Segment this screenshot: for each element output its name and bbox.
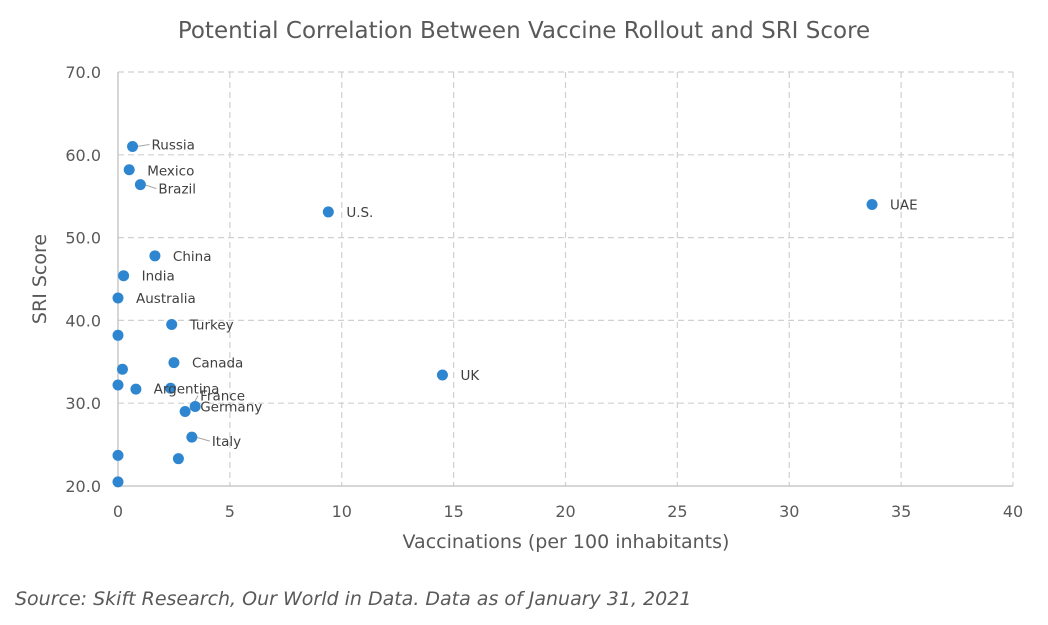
x-tick-label: 30 xyxy=(779,502,799,521)
point-label-u-s-: U.S. xyxy=(346,205,373,221)
data-point xyxy=(322,206,334,218)
x-tick-label: 0 xyxy=(113,502,123,521)
point-label-india: India xyxy=(142,269,175,285)
point-label-canada: Canada xyxy=(192,356,243,372)
data-point xyxy=(112,476,124,488)
data-point xyxy=(186,431,198,443)
point-label-uk: UK xyxy=(460,368,480,384)
chart-title: Potential Correlation Between Vaccine Ro… xyxy=(178,18,870,44)
point-label-germany: Germany xyxy=(200,400,262,416)
data-point xyxy=(165,382,177,394)
y-tick-label: 30.0 xyxy=(65,394,101,413)
x-tick-label: 35 xyxy=(891,502,911,521)
point-label-mexico: Mexico xyxy=(147,164,194,180)
data-point xyxy=(172,453,184,465)
axes xyxy=(117,72,1013,487)
data-point xyxy=(118,270,130,282)
point-label-australia: Australia xyxy=(136,291,196,307)
data-point xyxy=(112,449,124,461)
tick-labels: 20.0 30.0 40.0 50.0 60.0 70.0 0 5 10 15 20 25 30 35 40 xyxy=(65,63,1023,521)
scatter-chart: Potential Correlation Between Vaccine Ro… xyxy=(29,18,1023,553)
data-point xyxy=(866,198,878,210)
leader-line xyxy=(195,436,210,442)
data-point xyxy=(123,164,135,176)
y-tick-label: 50.0 xyxy=(65,229,101,248)
x-tick-label: 10 xyxy=(332,502,352,521)
data-point xyxy=(189,401,201,413)
y-axis-label: SRI Score xyxy=(29,234,51,324)
x-axis-label: Vaccinations (per 100 inhabitants) xyxy=(403,531,730,553)
point-label-argentina: Argentina xyxy=(154,381,220,397)
data-points xyxy=(112,141,878,488)
data-point xyxy=(116,363,128,375)
data-point xyxy=(112,379,124,391)
data-point xyxy=(112,329,124,341)
y-tick-label: 40.0 xyxy=(65,311,101,330)
x-tick-label: 15 xyxy=(443,502,463,521)
point-label-france: France xyxy=(200,388,245,404)
grid-lines xyxy=(118,71,1014,486)
point-label-uae: UAE xyxy=(890,197,918,213)
x-tick-label: 20 xyxy=(555,502,575,521)
data-point xyxy=(130,383,142,395)
x-tick-label: 5 xyxy=(225,502,235,521)
y-tick-label: 70.0 xyxy=(65,63,101,82)
data-point xyxy=(112,292,124,304)
data-point xyxy=(168,357,180,369)
point-label-russia: Russia xyxy=(152,138,195,154)
data-point xyxy=(436,369,448,381)
data-point xyxy=(127,141,139,153)
data-point xyxy=(134,179,146,191)
source-note: Source: Skift Research, Our World in Dat… xyxy=(15,588,692,610)
point-label-brazil: Brazil xyxy=(158,182,196,198)
point-label-china: China xyxy=(173,249,212,265)
x-tick-label: 25 xyxy=(667,502,687,521)
y-tick-label: 60.0 xyxy=(65,146,101,165)
data-point xyxy=(166,319,178,331)
point-label-turkey: Turkey xyxy=(189,318,234,334)
leader-line xyxy=(144,184,157,190)
data-point xyxy=(179,405,191,417)
y-tick-label: 20.0 xyxy=(65,477,101,496)
x-tick-label: 40 xyxy=(1003,502,1023,521)
data-point xyxy=(149,250,161,262)
leader-line xyxy=(136,144,150,148)
point-labels: Russia Mexico Brazil U.S. UAE China India Austr… xyxy=(136,138,918,451)
point-label-italy: Italy xyxy=(212,434,241,450)
